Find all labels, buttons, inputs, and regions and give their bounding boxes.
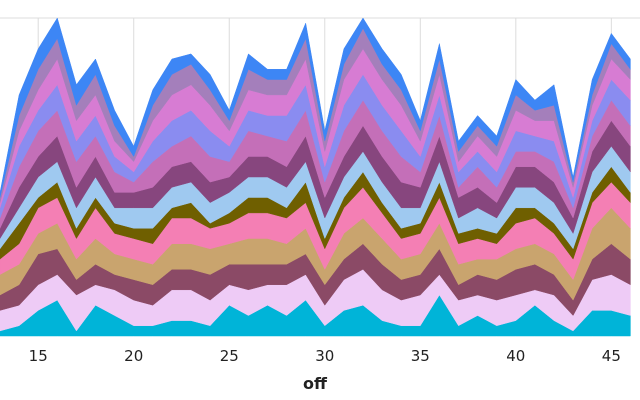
x-tick-label-45: 45: [602, 347, 621, 365]
area-series-s13: [0, 17, 631, 198]
x-tick-label-35: 35: [411, 347, 430, 365]
x-tick-label-30: 30: [315, 347, 334, 365]
x-tick-label-20: 20: [124, 347, 143, 365]
x-tick-label-15: 15: [29, 347, 48, 365]
x-axis-title: off: [303, 374, 328, 393]
series-areas: [0, 17, 631, 337]
x-axis-ticks: 15 20 25 30 35 40 45: [29, 347, 621, 365]
x-tick-label-40: 40: [506, 347, 525, 365]
x-tick-label-25: 25: [220, 347, 239, 365]
